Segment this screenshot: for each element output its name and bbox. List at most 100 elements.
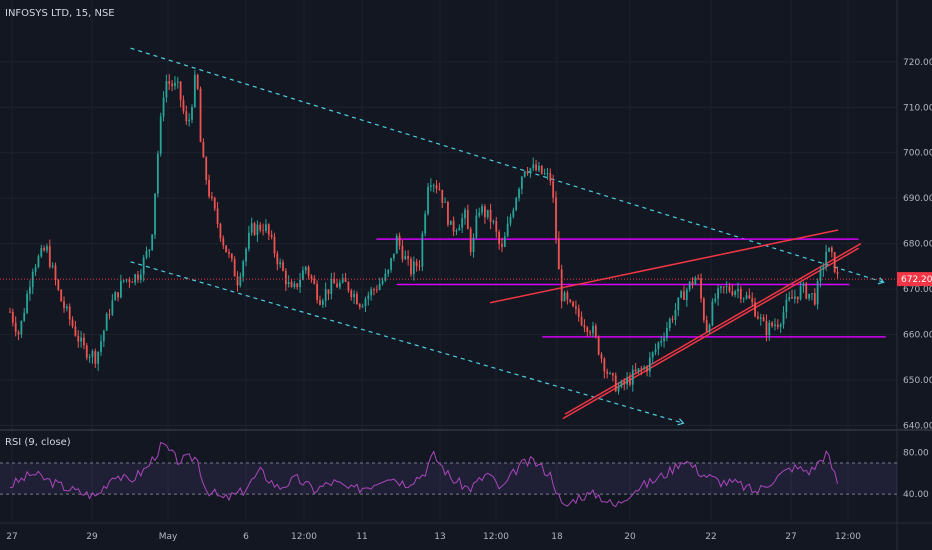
candle-body bbox=[191, 106, 193, 120]
candle-body bbox=[435, 185, 438, 189]
wedge-lower-line-2[interactable] bbox=[564, 242, 862, 415]
candle-body bbox=[63, 301, 65, 309]
candle-body bbox=[410, 258, 412, 275]
candle-body bbox=[398, 235, 401, 246]
candle-body bbox=[171, 83, 173, 87]
candle-body bbox=[535, 164, 537, 171]
candle-body bbox=[685, 289, 688, 300]
candle-body bbox=[654, 349, 657, 353]
candle-body bbox=[711, 301, 714, 325]
candle-body bbox=[828, 247, 830, 252]
candle-body bbox=[671, 319, 674, 320]
candle-body bbox=[188, 119, 191, 122]
candle-body bbox=[88, 356, 91, 358]
candle-body bbox=[529, 168, 532, 174]
candle-body bbox=[657, 342, 660, 350]
candle-body bbox=[492, 221, 495, 222]
candle-body bbox=[765, 321, 768, 336]
candle-body bbox=[293, 283, 296, 288]
candle-body bbox=[481, 206, 483, 213]
candle-body bbox=[276, 253, 279, 265]
candle-body bbox=[211, 196, 213, 198]
wedge-lower-line[interactable] bbox=[562, 247, 859, 420]
candle-body bbox=[330, 279, 333, 294]
candle-body bbox=[34, 267, 37, 272]
candle-body bbox=[683, 291, 685, 300]
candle-body bbox=[526, 171, 529, 174]
y-tick-label: 640.00 bbox=[903, 421, 932, 431]
candle-body bbox=[540, 165, 543, 174]
candle-body bbox=[387, 269, 390, 274]
x-tick-label: 27 bbox=[6, 532, 17, 542]
candle-body bbox=[415, 261, 418, 266]
candle-body bbox=[324, 289, 327, 301]
candle-body bbox=[498, 231, 501, 244]
candle-body bbox=[120, 280, 122, 298]
candle-body bbox=[560, 269, 563, 302]
candle-body bbox=[634, 369, 637, 372]
candle-body bbox=[364, 298, 367, 307]
candle-body bbox=[319, 300, 321, 305]
candle-body bbox=[302, 270, 304, 280]
x-tick-label: 6 bbox=[243, 532, 249, 542]
candle-body bbox=[805, 283, 808, 299]
candle-body bbox=[51, 265, 54, 267]
candle-body bbox=[105, 314, 108, 331]
candle-body bbox=[347, 281, 350, 291]
candle-body bbox=[304, 266, 307, 271]
candle-body bbox=[734, 291, 737, 295]
candle-body bbox=[717, 288, 719, 299]
wedge-upper-line[interactable] bbox=[489, 229, 839, 304]
y-tick-label: 680.00 bbox=[903, 240, 932, 250]
candle-body bbox=[668, 319, 671, 328]
candle-body bbox=[273, 236, 276, 254]
upper-channel-line[interactable] bbox=[130, 47, 884, 283]
candle-body bbox=[378, 283, 381, 290]
candle-body bbox=[356, 293, 358, 305]
candle-body bbox=[714, 298, 717, 302]
candle-body bbox=[338, 282, 341, 288]
candle-body bbox=[566, 292, 569, 300]
candle-body bbox=[247, 232, 250, 249]
candle-body bbox=[666, 327, 668, 339]
candle-body bbox=[466, 209, 469, 230]
y-tick-label: 650.00 bbox=[903, 376, 932, 386]
y-tick-label: 660.00 bbox=[903, 331, 932, 341]
candle-body bbox=[381, 280, 384, 284]
candle-body bbox=[174, 82, 176, 87]
candle-body bbox=[418, 265, 421, 267]
candle-body bbox=[705, 320, 708, 332]
candle-body bbox=[142, 257, 145, 275]
candle-body bbox=[583, 325, 586, 328]
candle-body bbox=[762, 317, 765, 322]
candle-body bbox=[475, 215, 478, 238]
candle-body bbox=[643, 367, 646, 369]
candle-body bbox=[646, 367, 648, 372]
candle-body bbox=[427, 186, 429, 214]
candle-body bbox=[341, 278, 344, 283]
candle-body bbox=[196, 74, 199, 89]
candle-body bbox=[811, 293, 813, 294]
candle-body bbox=[213, 197, 216, 209]
candle-body bbox=[287, 281, 290, 285]
candle-body bbox=[799, 286, 802, 300]
candle-body bbox=[830, 247, 833, 253]
candle-body bbox=[748, 295, 751, 299]
candle-body bbox=[421, 233, 424, 267]
candle-body bbox=[242, 261, 245, 277]
candle-body bbox=[796, 296, 799, 300]
candle-body bbox=[589, 332, 592, 334]
candle-body bbox=[168, 81, 171, 84]
candle-body bbox=[350, 290, 353, 298]
candle-body bbox=[9, 311, 11, 313]
candle-body bbox=[83, 337, 85, 346]
candle-body bbox=[557, 238, 560, 270]
candle-body bbox=[139, 274, 142, 280]
candle-body bbox=[822, 266, 825, 270]
candle-body bbox=[165, 81, 168, 98]
candle-body bbox=[708, 324, 711, 332]
candle-body bbox=[651, 352, 654, 358]
upper-channel-line-arrowhead bbox=[877, 277, 885, 285]
candle-body bbox=[600, 354, 603, 359]
